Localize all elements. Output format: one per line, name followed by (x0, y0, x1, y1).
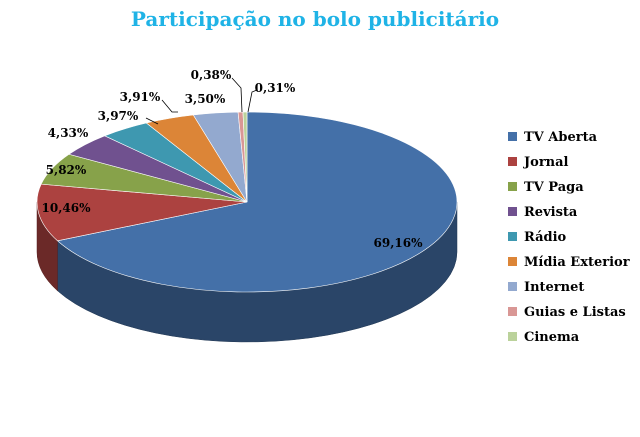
legend-swatch-tv-paga (508, 182, 517, 191)
data-label-jornal: 10,46% (42, 201, 92, 215)
leader-line-cinema (247, 89, 258, 113)
data-label-tv-aberta: 69,16% (374, 236, 424, 250)
legend-label-tv-aberta: TV Aberta (524, 130, 598, 145)
data-label-revista: 4,33% (48, 126, 89, 140)
legend-label-jornal: Jornal (523, 155, 569, 170)
legend-swatch-radio (508, 232, 517, 241)
leader-line-midia-exterior (161, 99, 178, 113)
legend-label-guias-e-listas: Guias e Listas (524, 305, 626, 320)
legend-swatch-revista (508, 207, 517, 216)
legend-label-tv-paga: TV Paga (524, 180, 584, 195)
pie-slice-cinema (242, 111, 248, 203)
data-label-tv-paga: 5,82% (46, 163, 87, 177)
legend-swatch-cinema (508, 332, 517, 341)
chart-title: Participação no bolo publicitário (131, 7, 499, 31)
data-label-internet: 3,50% (185, 92, 226, 106)
pie-slice-jornal (36, 183, 248, 242)
data-labels: 69,16% 10,46% 5,82% 4,33% 3,97% 3,91% 3,50% 0,3… (42, 68, 424, 250)
legend-swatch-jornal (508, 157, 517, 166)
legend-label-revista: Revista (524, 205, 578, 220)
legend-label-internet: Internet (524, 280, 584, 295)
leader-line-guias-e-listas (231, 77, 243, 113)
data-label-cinema: 0,31% (255, 81, 296, 95)
legend: TV Aberta Jornal TV Paga Revista Rádio Mídia … (508, 130, 630, 345)
leader-line-radio (145, 117, 159, 125)
pie-slice-tv-aberta (56, 111, 458, 293)
data-label-radio: 3,97% (98, 109, 139, 123)
legend-label-midia-exterior: Mídia Exterior (524, 255, 630, 270)
legend-swatch-tv-aberta (508, 132, 517, 141)
legend-swatch-internet (508, 282, 517, 291)
legend-label-radio: Rádio (524, 230, 567, 245)
pie-group (36, 111, 458, 343)
data-label-midia-exterior: 3,91% (120, 90, 161, 104)
legend-label-cinema: Cinema (524, 330, 580, 345)
legend-swatch-guias-e-listas (508, 307, 517, 316)
legend-swatch-midia-exterior (508, 257, 517, 266)
data-label-guias-e-listas: 0,38% (191, 68, 232, 82)
